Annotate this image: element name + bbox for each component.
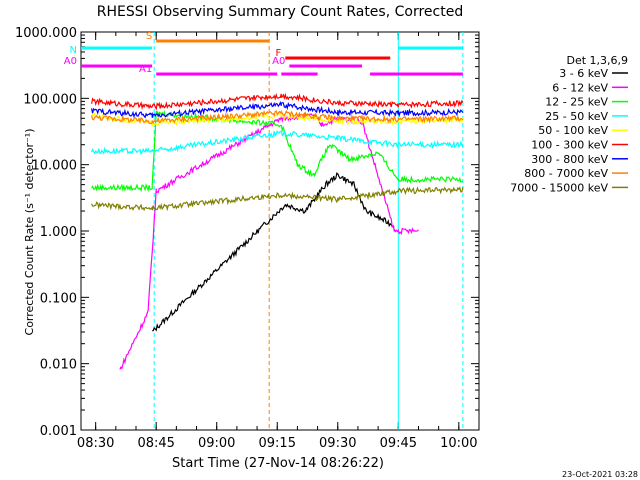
legend-label: 3 - 6 keV xyxy=(559,67,608,80)
y-tick-label: 0.010 xyxy=(40,358,77,373)
series-line xyxy=(152,172,395,332)
legend-label: 7000 - 15000 keV xyxy=(510,181,608,194)
y-tick-label: 0.001 xyxy=(40,424,77,439)
chart-title: RHESSI Observing Summary Count Rates, Co… xyxy=(97,4,463,20)
y-tick-label: 0.100 xyxy=(40,291,77,306)
x-tick-label: 08:30 xyxy=(77,436,114,451)
legend-label: 100 - 300 keV xyxy=(531,139,608,152)
legend-title: Det 1,3,6,9 xyxy=(566,54,628,67)
legend-label: 50 - 100 keV xyxy=(538,124,608,137)
x-tick-label: 10:00 xyxy=(440,436,477,451)
series-line xyxy=(91,110,464,193)
x-tick-label: 08:45 xyxy=(137,436,174,451)
legend-label: 6 - 12 keV xyxy=(552,81,608,94)
x-tick-label: 09:45 xyxy=(380,436,417,451)
flag-bar-label: S xyxy=(146,31,152,42)
series-line xyxy=(91,130,464,156)
y-tick-label: 1.000 xyxy=(40,225,77,240)
y-axis-label: Corrected Count Rate (s⁻¹ detector⁻¹) xyxy=(23,129,36,336)
y-tick-label: 10.000 xyxy=(32,159,78,174)
x-tick-label: 09:00 xyxy=(198,436,235,451)
plot-area: 1000.000 100.000 10.000 1.000 0.100 0.010 0.00… xyxy=(15,26,480,451)
flag-bar-label: A0 xyxy=(272,56,285,67)
series-line xyxy=(91,100,464,119)
x-tick-label: 09:30 xyxy=(319,436,356,451)
y-tick-label: 1000.000 xyxy=(15,26,77,41)
series-line xyxy=(91,186,464,212)
legend-label: 800 - 7000 keV xyxy=(524,167,608,180)
flag-bar-label: F xyxy=(276,48,282,59)
flag-bar-label: N xyxy=(70,45,77,56)
series-line xyxy=(91,109,464,125)
series-line xyxy=(91,92,464,111)
x-tick-label: 09:15 xyxy=(259,436,296,451)
footer-timestamp: 23-Oct-2021 03:28 xyxy=(562,470,638,479)
y-tick-label: 100.000 xyxy=(23,92,77,107)
legend-label: 12 - 25 keV xyxy=(545,96,608,109)
legend-label: 25 - 50 keV xyxy=(545,110,608,123)
legend-label: 300 - 800 keV xyxy=(531,153,608,166)
plot-frame xyxy=(80,31,480,431)
flag-bar-label: A1 xyxy=(139,64,152,75)
flag-bar-label: A0 xyxy=(64,56,77,67)
x-axis-label: Start Time (27-Nov-14 08:26:22) xyxy=(172,456,384,471)
